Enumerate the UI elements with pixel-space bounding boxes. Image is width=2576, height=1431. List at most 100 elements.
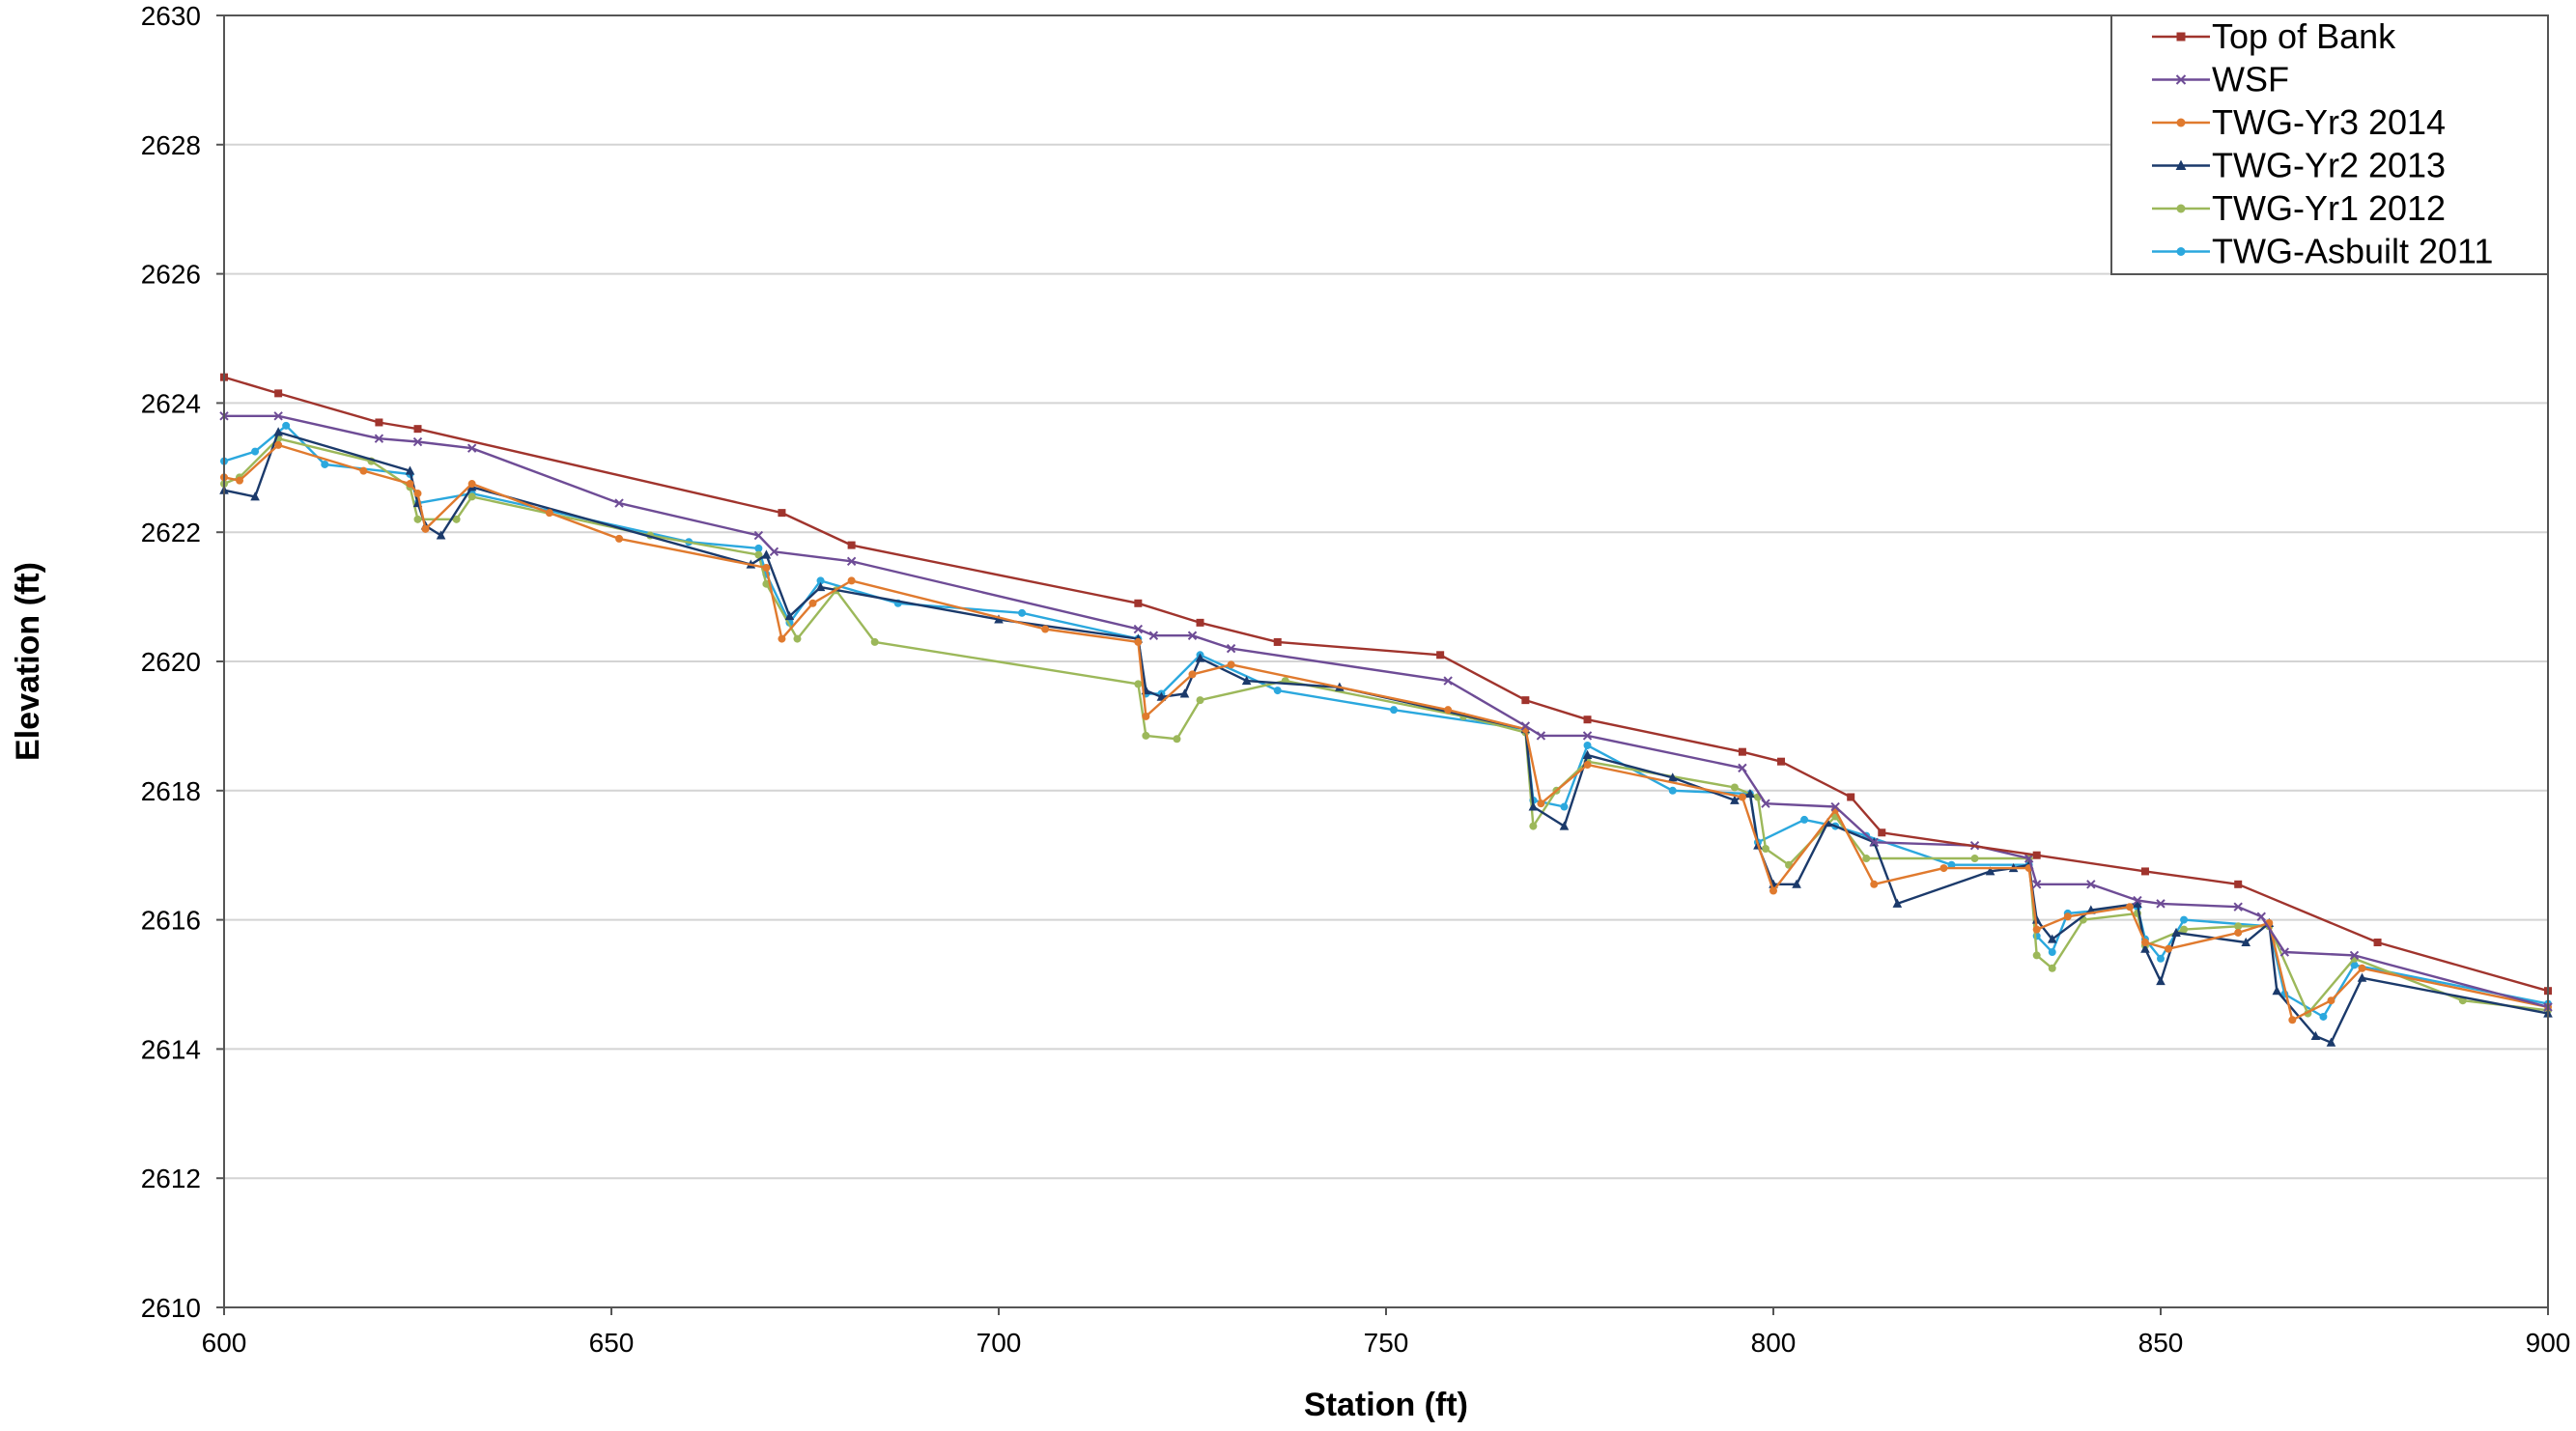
data-point xyxy=(545,509,553,518)
series-line-wsf xyxy=(224,414,2549,1009)
legend-item: WSF xyxy=(2152,60,2289,99)
data-point xyxy=(1730,795,1740,804)
x-tick-label: 800 xyxy=(1751,1328,1797,1358)
legend-marker xyxy=(2176,32,2186,42)
data-point xyxy=(815,581,826,592)
data-point xyxy=(1273,637,1282,646)
y-tick-label: 2618 xyxy=(141,776,201,806)
data-point xyxy=(2234,880,2243,888)
data-point xyxy=(1745,788,1755,799)
data-point xyxy=(2140,867,2149,876)
y-tick-label: 2620 xyxy=(141,647,201,677)
data-point xyxy=(1443,676,1453,686)
legend-marker xyxy=(2175,74,2187,85)
data-point xyxy=(1738,747,1746,756)
data-point xyxy=(615,534,624,543)
y-tick-label: 2616 xyxy=(141,906,201,936)
data-point xyxy=(2349,950,2360,961)
data-point xyxy=(1582,749,1593,760)
data-point xyxy=(1134,599,1143,607)
data-point xyxy=(2140,939,2149,947)
legend-item: TWG-Asbuilt 2011 xyxy=(2152,232,2493,271)
data-point xyxy=(1668,786,1677,795)
data-point xyxy=(413,490,422,498)
data-point xyxy=(1985,866,1996,876)
x-tick-label: 600 xyxy=(202,1328,247,1358)
data-point xyxy=(1196,696,1204,705)
data-point xyxy=(2125,903,2134,912)
data-point xyxy=(1583,716,1592,724)
y-tick-label: 2612 xyxy=(141,1164,201,1193)
legend-label: WSF xyxy=(2212,60,2289,99)
data-point xyxy=(2024,854,2034,863)
data-point xyxy=(2272,985,2282,996)
data-point xyxy=(2319,1012,2328,1021)
data-point xyxy=(2373,939,2382,947)
y-axis: 2610 2612 2614 2616 2618 2620 2622 2624 2626 2628… xyxy=(141,1,224,1323)
y-tick-label: 2624 xyxy=(141,388,201,418)
data-point xyxy=(1738,763,1747,773)
data-point xyxy=(847,576,856,585)
data-point xyxy=(2156,975,2166,986)
data-point xyxy=(2180,925,2189,934)
data-point xyxy=(1134,637,1143,646)
data-point xyxy=(405,465,415,475)
data-point xyxy=(1195,653,1205,662)
data-point xyxy=(2047,934,2057,943)
legend-item: TWG-Yr1 2012 xyxy=(2152,188,2446,228)
x-tick-label: 750 xyxy=(1364,1328,1409,1358)
data-point xyxy=(762,563,771,572)
legend-item: TWG-Yr3 2014 xyxy=(2152,102,2446,142)
data-point xyxy=(2310,1030,2321,1041)
data-point xyxy=(467,443,477,453)
data-point xyxy=(1847,793,1855,801)
data-point xyxy=(1188,670,1197,679)
series-twg-yr3-2014 xyxy=(220,440,2552,1024)
data-point xyxy=(1583,761,1592,770)
y-tick-label: 2628 xyxy=(141,130,201,160)
data-point xyxy=(816,576,825,585)
data-point xyxy=(1761,799,1770,808)
data-point xyxy=(1738,793,1746,801)
data-point xyxy=(2288,1016,2297,1024)
data-point xyxy=(2048,964,2056,972)
y-tick-label: 2630 xyxy=(141,1,201,31)
data-point xyxy=(467,480,476,489)
data-point xyxy=(2279,947,2290,957)
data-point xyxy=(1970,855,1979,863)
legend-label: TWG-Yr1 2012 xyxy=(2212,188,2446,228)
x-axis-title: Station (ft) xyxy=(1304,1387,1468,1423)
x-tick-label: 850 xyxy=(2138,1328,2184,1358)
data-point xyxy=(870,637,879,646)
data-point xyxy=(1241,675,1252,686)
data-point xyxy=(1390,706,1399,715)
data-point xyxy=(1537,800,1545,808)
data-point xyxy=(1870,880,1879,888)
data-point xyxy=(374,434,384,443)
legend-marker xyxy=(2176,118,2186,127)
data-point xyxy=(1777,757,1786,766)
data-point xyxy=(452,515,461,523)
data-point xyxy=(1227,660,1235,669)
legend-label: TWG-Yr3 2014 xyxy=(2212,102,2446,142)
legend-box xyxy=(2110,14,2549,275)
data-point xyxy=(847,541,856,549)
data-point xyxy=(614,498,624,508)
data-point xyxy=(251,447,260,456)
data-point xyxy=(1018,608,1027,617)
data-point xyxy=(413,515,422,523)
gridlines xyxy=(224,143,2548,1180)
data-point xyxy=(1187,631,1198,640)
data-point xyxy=(1528,801,1539,811)
data-point xyxy=(754,544,763,552)
data-point xyxy=(2133,898,2142,908)
series-layer xyxy=(219,373,2553,1047)
data-point xyxy=(2233,902,2243,912)
data-point xyxy=(778,634,786,643)
data-point xyxy=(1436,651,1445,659)
data-point xyxy=(754,550,763,559)
data-point xyxy=(2180,915,2189,924)
data-point xyxy=(1892,898,1903,908)
legend-item: Top of Bank xyxy=(2152,16,2396,56)
